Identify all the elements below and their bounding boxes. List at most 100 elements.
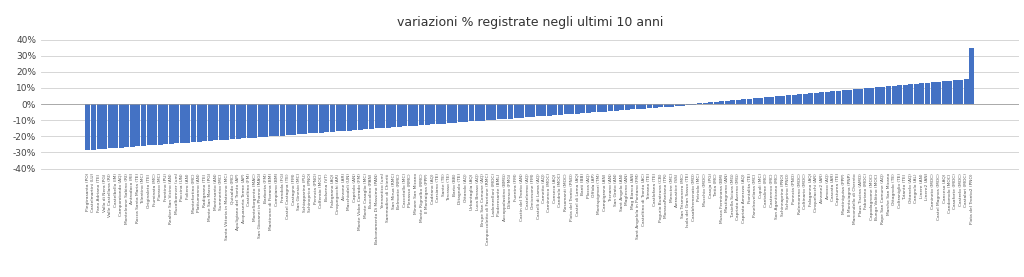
Bar — [658, 104, 664, 107]
Bar — [842, 90, 847, 104]
Bar — [602, 104, 607, 112]
Bar — [530, 104, 536, 117]
Bar — [308, 104, 312, 134]
Bar — [869, 88, 874, 104]
Bar — [736, 100, 741, 104]
Bar — [286, 104, 291, 135]
Bar — [464, 104, 469, 122]
Bar — [563, 104, 568, 114]
Bar — [369, 104, 374, 129]
Bar — [947, 81, 952, 104]
Bar — [280, 104, 285, 135]
Bar — [792, 95, 797, 104]
Bar — [408, 104, 413, 126]
Bar — [581, 104, 586, 113]
Bar — [396, 104, 401, 127]
Bar — [219, 104, 224, 140]
Bar — [970, 48, 975, 104]
Bar — [341, 104, 346, 131]
Bar — [591, 104, 596, 112]
Bar — [620, 104, 625, 110]
Bar — [958, 80, 964, 104]
Bar — [803, 94, 808, 104]
Bar — [302, 104, 307, 134]
Bar — [402, 104, 408, 126]
Bar — [503, 104, 508, 119]
Bar — [163, 104, 168, 144]
Bar — [942, 81, 946, 104]
Bar — [130, 104, 135, 147]
Bar — [124, 104, 129, 147]
Bar — [313, 104, 318, 133]
Bar — [474, 104, 479, 121]
Bar — [513, 104, 518, 118]
Bar — [748, 99, 752, 104]
Bar — [108, 104, 113, 148]
Bar — [652, 104, 657, 108]
Bar — [830, 91, 836, 104]
Bar — [631, 104, 635, 109]
Bar — [964, 79, 969, 104]
Bar — [536, 104, 541, 117]
Bar — [241, 104, 246, 138]
Bar — [808, 93, 813, 104]
Bar — [208, 104, 213, 141]
Bar — [508, 104, 513, 119]
Bar — [903, 85, 907, 104]
Bar — [325, 104, 330, 132]
Bar — [725, 101, 730, 104]
Bar — [547, 104, 552, 116]
Bar — [453, 104, 458, 123]
Bar — [758, 98, 763, 104]
Bar — [892, 86, 897, 104]
Bar — [347, 104, 351, 130]
Bar — [625, 104, 630, 110]
Bar — [102, 104, 108, 149]
Bar — [952, 80, 957, 104]
Bar — [119, 104, 124, 148]
Bar — [419, 104, 424, 125]
Bar — [874, 87, 880, 104]
Bar — [886, 86, 891, 104]
Bar — [269, 104, 273, 136]
Bar — [469, 104, 474, 121]
Bar — [913, 84, 919, 104]
Bar — [764, 97, 769, 104]
Bar — [836, 91, 841, 104]
Bar — [430, 104, 435, 124]
Bar — [709, 102, 713, 104]
Bar — [664, 104, 669, 107]
Bar — [786, 95, 791, 104]
Bar — [719, 101, 724, 104]
Bar — [458, 104, 463, 122]
Bar — [85, 104, 90, 150]
Bar — [819, 92, 824, 104]
Bar — [686, 104, 691, 105]
Bar — [274, 104, 280, 136]
Bar — [702, 103, 708, 104]
Bar — [230, 104, 234, 139]
Bar — [185, 104, 190, 143]
Bar — [574, 104, 580, 114]
Bar — [586, 104, 591, 113]
Bar — [380, 104, 385, 128]
Bar — [558, 104, 563, 115]
Bar — [330, 104, 335, 132]
Bar — [297, 104, 302, 134]
Bar — [153, 104, 157, 145]
Bar — [864, 88, 868, 104]
Bar — [375, 104, 380, 129]
Bar — [252, 104, 257, 138]
Bar — [647, 104, 652, 108]
Bar — [769, 97, 774, 104]
Bar — [858, 89, 863, 104]
Bar — [258, 104, 263, 137]
Bar — [236, 104, 241, 139]
Bar — [357, 104, 362, 130]
Bar — [552, 104, 557, 115]
Bar — [814, 93, 819, 104]
Bar — [224, 104, 229, 140]
Bar — [597, 104, 602, 112]
Bar — [680, 104, 685, 106]
Bar — [697, 103, 702, 104]
